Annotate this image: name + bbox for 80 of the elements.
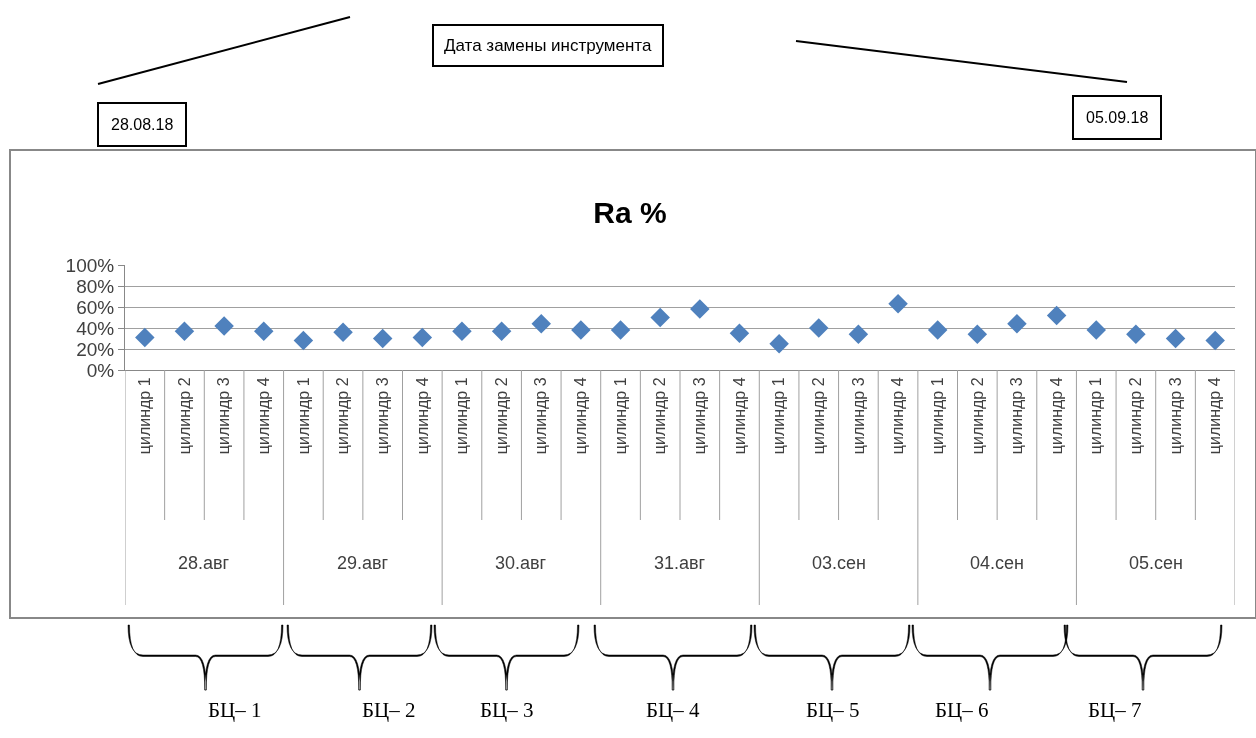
x-tick-label: цилиндр 4 [572,377,590,455]
x-tick-label: цилиндр 2 [651,377,669,455]
x-tick-label: цилиндр 4 [413,377,431,455]
x-tick-label: цилиндр 3 [373,377,391,455]
point [848,324,869,345]
point [412,327,433,348]
x-tick-label: цилиндр 2 [334,377,352,455]
point [174,321,195,341]
x-tick-label: цилиндр 4 [254,377,272,455]
x-tick-label: цилиндр 2 [968,377,986,455]
x-tick-label: цилиндр 3 [1008,377,1026,455]
point [452,321,472,341]
point [1086,320,1106,340]
text: БЦ– 6 [935,698,989,722]
x-tick-label: цилиндр 4 [1206,377,1224,455]
text: БЦ– 2 [362,698,416,722]
x-tick-label: цилиндр 4 [1047,377,1065,455]
text: Дата замены инструмента [444,36,652,55]
point [690,299,710,319]
x-tick-label: цилиндр 3 [215,377,233,455]
point [650,307,670,328]
x-tick-label: цилиндр 2 [1127,377,1145,455]
y-tick-label: 60% [76,296,115,318]
y-tick-label: 80% [76,275,115,297]
x-tick-label: цилиндр 4 [730,377,748,455]
text: 28.авг [178,553,230,573]
x-tick-label: цилиндр 2 [492,377,510,455]
text: 03.сен [812,553,866,573]
point [1165,328,1186,349]
point [333,322,353,342]
x-tick-label: цилиндр 2 [809,377,827,455]
x-tick-label: цилиндр 1 [136,377,154,455]
point [927,320,948,340]
point [729,323,750,343]
point [769,334,789,354]
text: БЦ– 7 [1088,698,1142,722]
y-tick-label: 20% [76,338,115,360]
point [1046,305,1067,326]
x-tick-label: цилиндр 1 [611,377,629,455]
y-tick-label: 40% [76,317,115,339]
x-tick-label: цилиндр 2 [175,377,193,455]
point [610,320,631,340]
x-tick-label: цилиндр 3 [849,377,867,455]
point [809,318,829,338]
x-tick-label: цилиндр 3 [1166,377,1184,455]
point [372,328,393,349]
x-tick-label: цилиндр 3 [532,377,550,455]
text: 05.09.18 [1086,109,1149,126]
text: 28.08.18 [111,116,174,133]
x-tick-label: цилиндр 3 [691,377,709,455]
point [1007,314,1027,334]
point [214,316,234,336]
point [531,314,551,334]
x-tick-label: цилиндр 1 [294,377,312,455]
x-tick-label: цилиндр 4 [889,377,907,455]
point [293,330,314,351]
point [888,294,908,314]
point [491,321,512,341]
point [254,321,274,341]
point [967,324,988,345]
x-tick-label: цилиндр 1 [453,377,471,455]
text: 29.авг [337,553,389,573]
point [1205,330,1225,351]
point [571,320,591,340]
text: БЦ– 4 [646,698,700,722]
text: 05.сен [1129,553,1183,573]
x-tick-label: цилиндр 1 [1087,377,1105,455]
y-tick-label: 100% [65,254,115,276]
point [1126,324,1146,345]
text: 04.сен [970,553,1024,573]
text: БЦ– 1 [208,698,262,722]
chart-title: Ra % [593,195,667,229]
x-tick-label: цилиндр 1 [770,377,788,455]
text: 31.авг [654,553,706,573]
x-tick-label: цилиндр 1 [928,377,946,455]
y-tick-label: 0% [86,359,115,381]
text: БЦ– 5 [806,698,860,722]
point [135,327,155,348]
text: БЦ– 3 [480,698,534,722]
text: 30.авг [495,553,547,573]
